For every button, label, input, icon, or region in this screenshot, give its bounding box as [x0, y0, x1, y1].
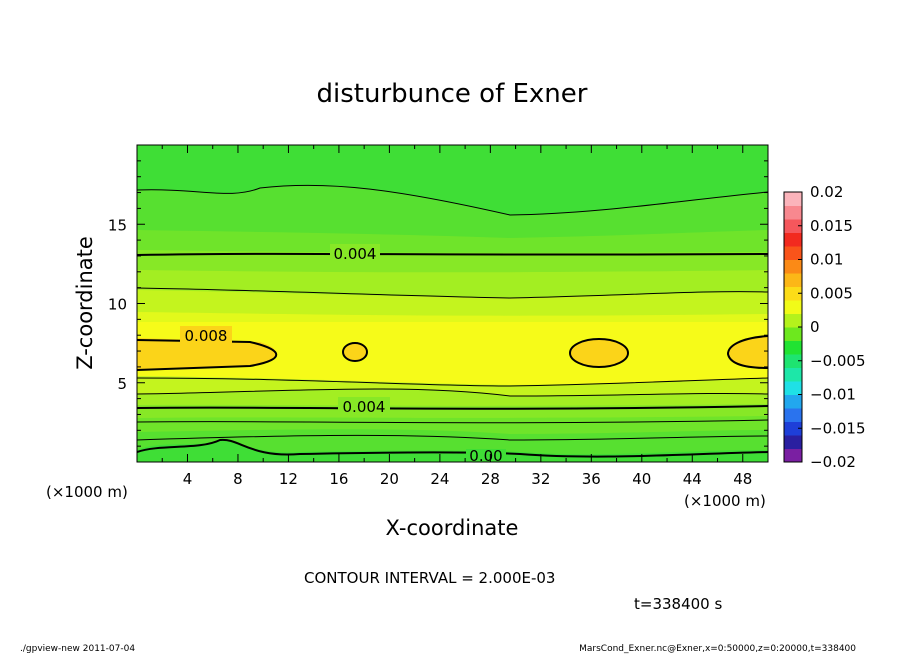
colorbar-tick-label: −0.015 — [810, 419, 866, 437]
y-tick-label: 5 — [117, 375, 127, 393]
colorbar-swatch — [784, 408, 802, 422]
x-tick-label: 32 — [531, 470, 550, 488]
colorbar-swatch — [784, 313, 802, 328]
contour-label: 0.004 — [334, 245, 377, 263]
chart-title: disturbunce of Exner — [317, 79, 588, 109]
x-tick-label: 40 — [632, 470, 651, 488]
colorbar-tick-label: −0.005 — [810, 352, 866, 370]
x-tick-label: 28 — [481, 470, 500, 488]
colorbar-tick-label: 0.01 — [810, 251, 843, 269]
colorbar-tick-label: −0.02 — [810, 453, 856, 471]
y-tick-label: 10 — [108, 296, 127, 314]
colorbar-swatch — [784, 367, 802, 382]
x-tick-label: 24 — [430, 470, 449, 488]
colorbar-swatch — [784, 381, 802, 395]
colorbar-swatch — [784, 354, 802, 368]
colorbar-tick-label: 0.015 — [810, 217, 853, 235]
colorbar-swatch — [784, 286, 802, 301]
colorbar-swatch — [784, 300, 802, 314]
y-axis-label: Z-coordinate — [73, 236, 97, 370]
colorbar-swatch — [784, 394, 802, 409]
colorbar-swatch — [784, 205, 802, 220]
x-tick-label: 48 — [733, 470, 752, 488]
colorbar-tick-label: 0.02 — [810, 183, 843, 201]
y-tick-label: 15 — [108, 216, 127, 234]
colorbar-tick-label: 0 — [810, 318, 820, 336]
x-tick-label: 44 — [683, 470, 702, 488]
colorbar-swatch — [784, 327, 802, 341]
colorbar-swatch — [784, 448, 802, 463]
x-axis: 4 8 12 16 20 24 28 32 36 40 44 48 — [161, 145, 752, 488]
x-axis-unit: (×1000 m) — [684, 492, 766, 510]
x-tick-label: 12 — [279, 470, 298, 488]
colorbar-tick-label: 0.005 — [810, 284, 853, 302]
colorbar-swatch — [784, 219, 802, 233]
x-tick-label: 36 — [582, 470, 601, 488]
x-axis-label: X-coordinate — [386, 516, 519, 540]
colorbar-swatch — [784, 246, 802, 260]
colorbar-frame — [783, 191, 803, 463]
contour-label: 0.004 — [343, 398, 386, 416]
colorbar-tick-label: −0.01 — [810, 386, 856, 404]
time-label: t=338400 s — [634, 595, 722, 613]
colorbar-swatch — [784, 421, 802, 436]
colorbar-swatch — [784, 273, 802, 287]
colorbar: 0.02 0.015 0.01 0.005 0 −0.005 −0.01 −0.015 −0.0… — [784, 183, 866, 471]
colorbar-swatch — [784, 340, 802, 355]
x-tick-label: 8 — [233, 470, 243, 488]
colorbar-swatch — [784, 192, 802, 206]
footer-left: ./gpview-new 2011-07-04 — [20, 644, 135, 654]
colorbar-swatch — [784, 435, 802, 449]
colorbar-swatch — [784, 259, 802, 274]
x-tick-label: 20 — [380, 470, 399, 488]
footer-right: MarsCond_Exner.nc@Exner,x=0:50000,z=0:20… — [579, 644, 856, 654]
heatmap-field — [137, 145, 768, 462]
x-tick-label: 16 — [329, 470, 348, 488]
colorbar-swatch — [784, 232, 802, 247]
y-axis-unit: (×1000 m) — [46, 483, 128, 501]
x-tick-label: 4 — [183, 470, 193, 488]
contour-label: 0.008 — [185, 327, 228, 345]
y-axis: 5 10 15 — [108, 160, 768, 447]
contour-interval: CONTOUR INTERVAL = 2.000E-03 — [304, 569, 555, 587]
contour-label: 0.00 — [469, 447, 502, 465]
